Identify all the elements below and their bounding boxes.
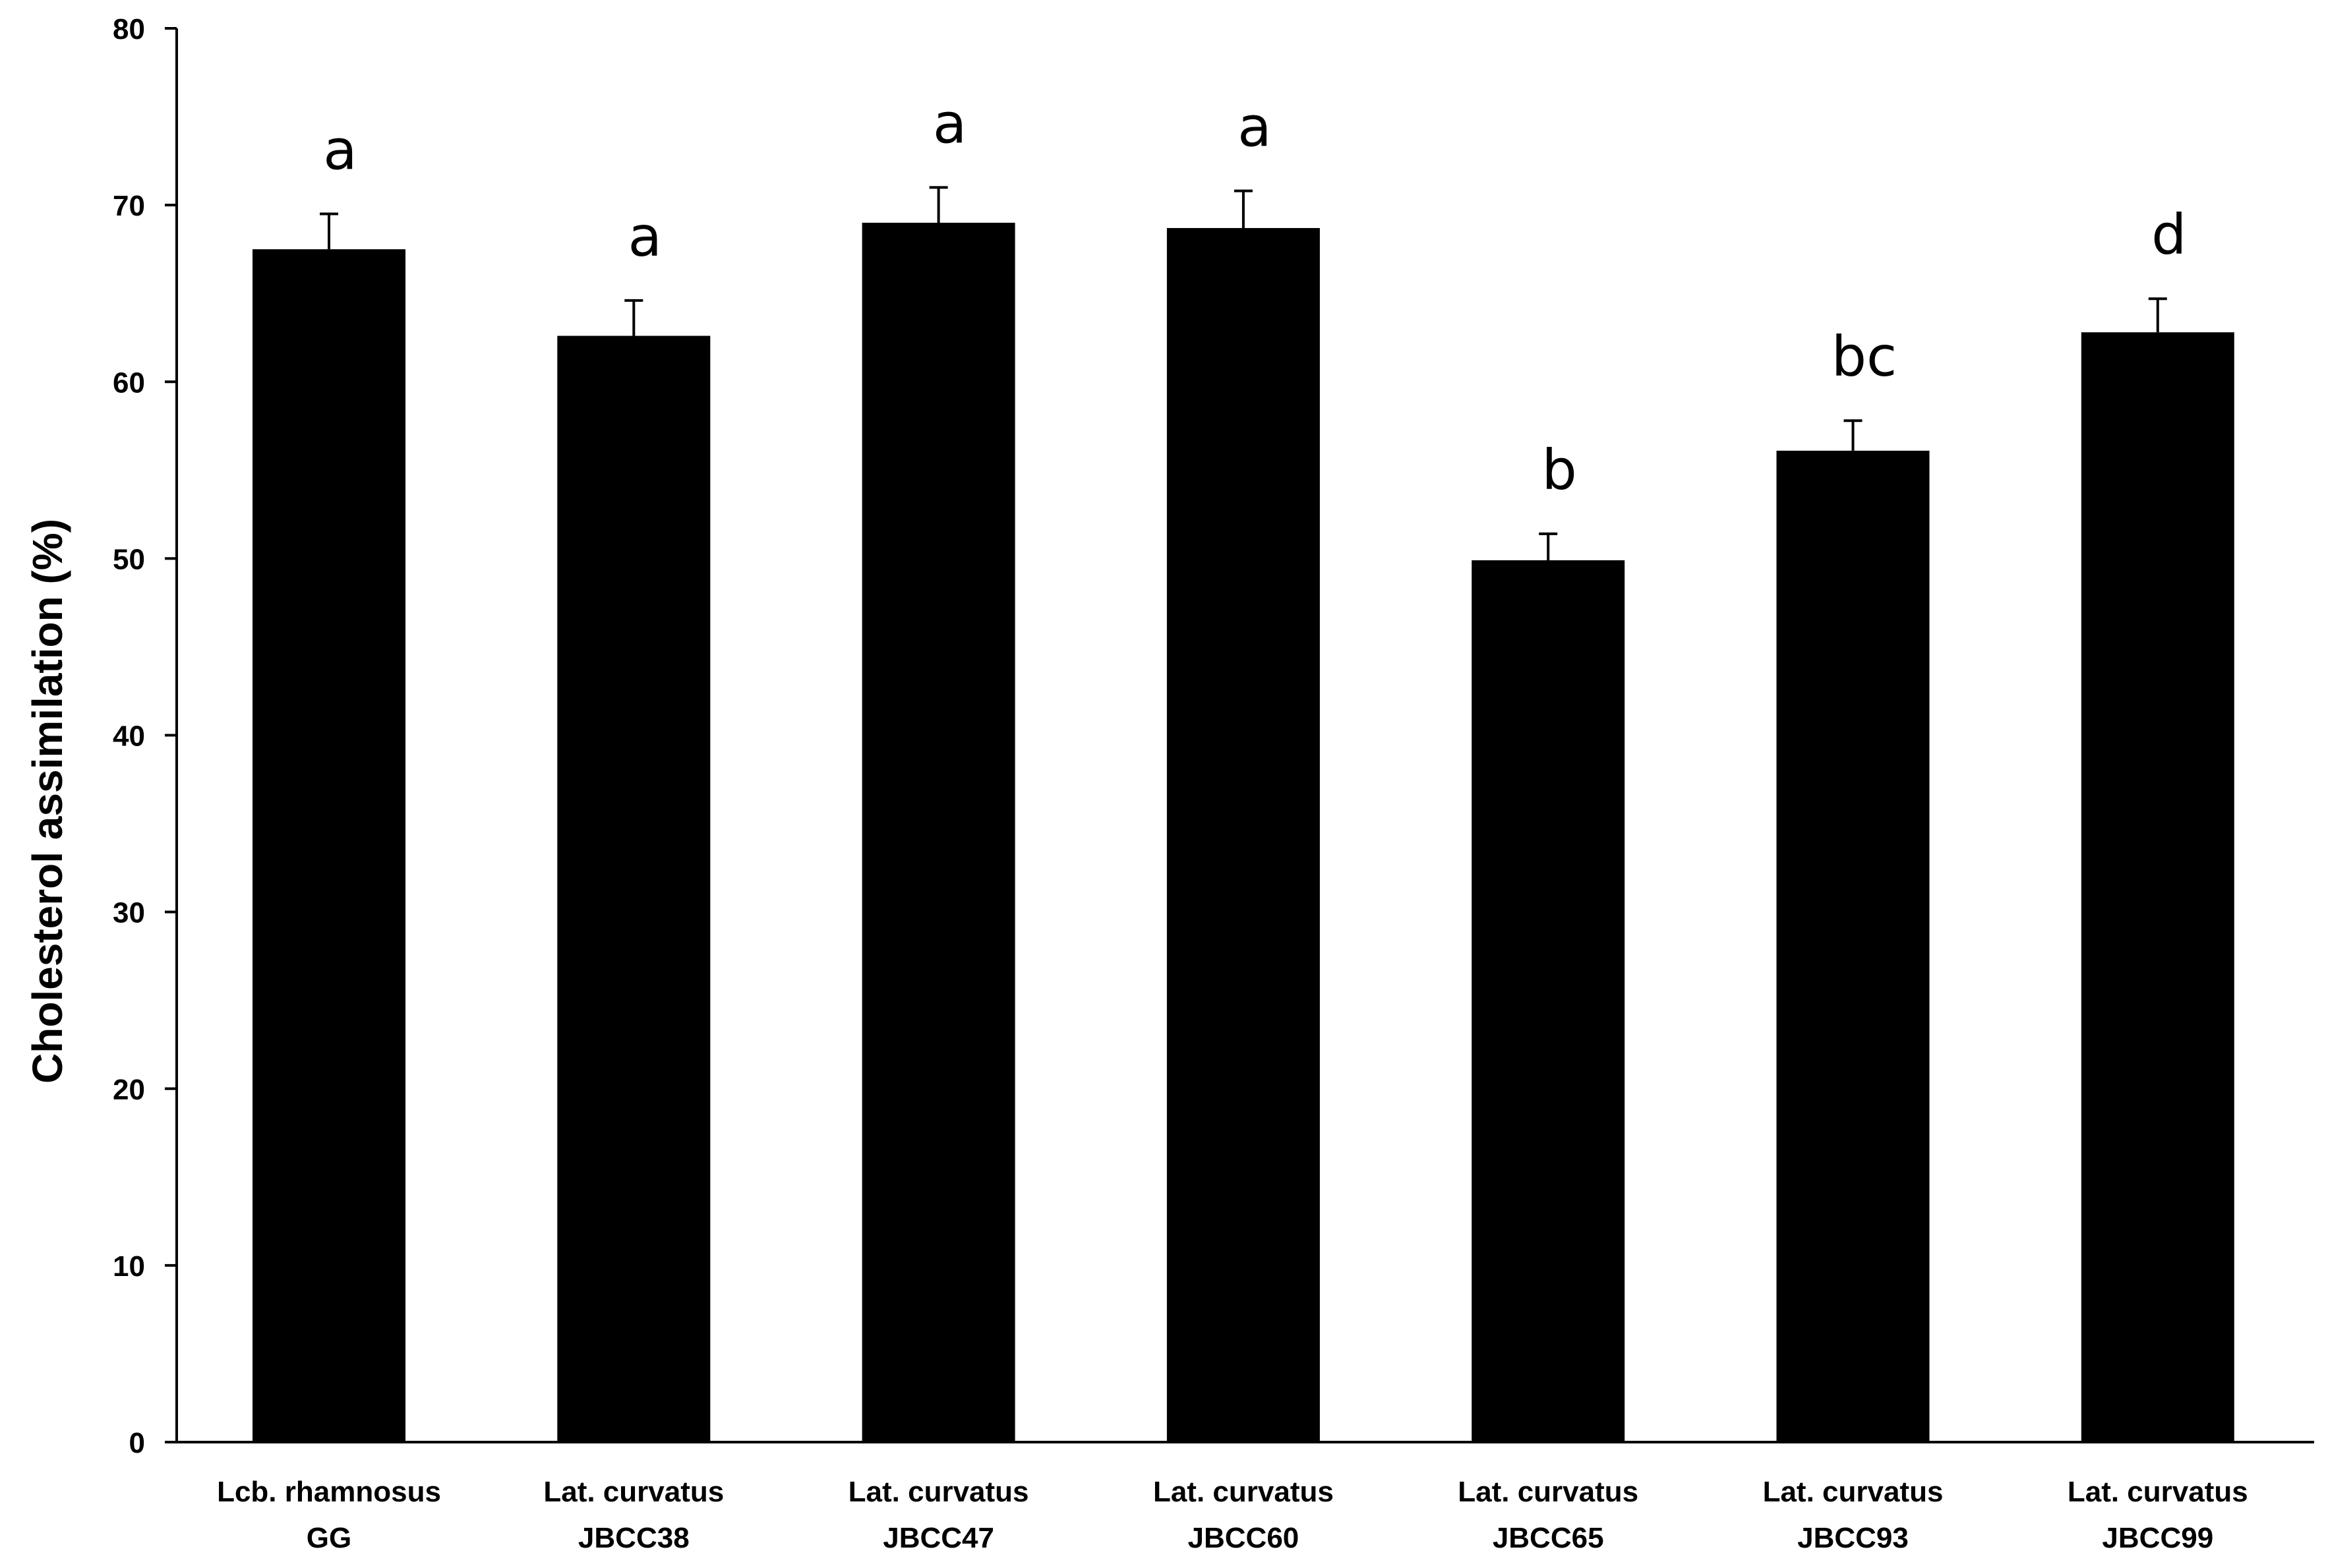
y-tick-label: 80: [113, 13, 145, 45]
x-tick-label: JBCC99: [2102, 1522, 2213, 1554]
significance-label: d: [2151, 202, 2186, 267]
significance-label: bc: [1832, 324, 1897, 389]
x-tick-label: JBCC60: [1188, 1522, 1299, 1554]
x-tick-label: JBCC38: [578, 1522, 690, 1554]
y-tick-label: 30: [113, 897, 145, 929]
y-tick-label: 10: [113, 1250, 145, 1283]
x-tick-label: Lcb. rhamnosus: [217, 1476, 441, 1508]
significance-label: a: [323, 118, 357, 183]
labels: 0 10 20 30 40 50 60 70 80 Cholesterol assimilatio…: [24, 13, 2248, 1554]
x-tick-label: Lat. curvatus: [543, 1476, 724, 1508]
x-tick-label: Lat. curvatus: [1153, 1476, 1334, 1508]
y-tick-label: 40: [113, 720, 145, 753]
x-tick-label: Lat. curvatus: [849, 1476, 1029, 1508]
significance-label: b: [1542, 438, 1577, 502]
x-tick-label: Lat. curvatus: [1763, 1476, 1944, 1508]
significance-label: a: [1238, 95, 1271, 160]
x-tick-label: JBCC93: [1797, 1522, 1909, 1554]
x-tick-label: GG: [307, 1522, 351, 1554]
y-tick-label: 0: [129, 1427, 145, 1459]
significance-label: a: [628, 204, 662, 269]
bar: [2081, 332, 2234, 1442]
bars: [253, 186, 2234, 1443]
x-tick-label: JBCC65: [1493, 1522, 1604, 1554]
bar: [557, 335, 711, 1443]
y-tick-label: 50: [113, 543, 145, 575]
y-tick-label: 60: [113, 366, 145, 399]
bar: [862, 222, 1015, 1442]
x-tick-label: Lat. curvatus: [2068, 1476, 2248, 1508]
y-tick-label: 20: [113, 1074, 145, 1106]
bar: [1472, 560, 1625, 1442]
bar: [1166, 227, 1320, 1443]
bar: [253, 249, 405, 1442]
x-tick-label: JBCC47: [883, 1522, 994, 1554]
y-tick-label: 70: [113, 190, 145, 222]
y-axis-title: Cholesterol assimilation (%): [24, 519, 71, 1084]
bar: [1776, 450, 1930, 1442]
x-tick-label: Lat. curvatus: [1458, 1476, 1638, 1508]
significance-label: a: [933, 91, 967, 156]
